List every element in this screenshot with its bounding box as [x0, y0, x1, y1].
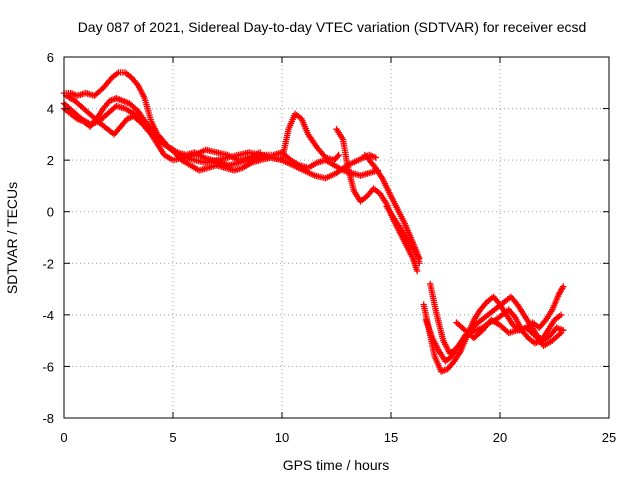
y-tick-label: -2: [42, 256, 54, 271]
series-track-k: [453, 316, 565, 349]
y-tick-label: -6: [42, 359, 54, 374]
x-tick-label: 0: [60, 430, 67, 445]
y-tick-label: 4: [47, 102, 54, 117]
x-tick-label: 15: [384, 430, 398, 445]
y-tick-label: 2: [47, 153, 54, 168]
x-tick-label: 10: [275, 430, 289, 445]
plot-frame: [63, 56, 610, 419]
axis-layer: 0 5 10 15 20 25 -8 -6 -4 -2 0 2 4 6: [42, 50, 616, 445]
series-track-g: [383, 203, 423, 262]
x-axis-label: GPS time / hours: [283, 457, 390, 473]
y-tick-label: 0: [47, 205, 54, 220]
x-tick-label: 5: [169, 430, 176, 445]
series-track-d: [62, 92, 264, 164]
y-axis-label: SDTVAR / TECUs: [4, 182, 20, 294]
x-tick-label: 20: [493, 430, 507, 445]
y-tick-label: -4: [42, 308, 54, 323]
chart-title: Day 087 of 2021, Sidereal Day-to-day VTE…: [78, 19, 587, 35]
points-layer: [60, 69, 567, 375]
y-tick-label: 6: [47, 50, 54, 65]
y-tick-label: -8: [42, 411, 54, 426]
x-tick-label: 25: [602, 430, 616, 445]
